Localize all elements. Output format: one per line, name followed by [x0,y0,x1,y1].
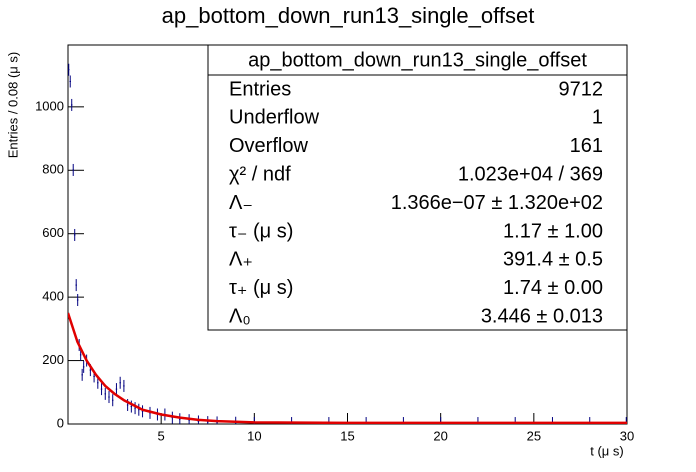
data-point [111,394,114,407]
stats-box [207,44,628,331]
x-axis-label: t (μ s) [590,443,623,458]
stats-label: χ² / ndf [229,163,291,185]
stats-label: Λ₋ [229,192,253,214]
data-point [179,413,181,424]
x-tick-label: 10 [247,428,261,443]
y-tick-label: 1000 [35,98,64,113]
y-axis-label: Entries / 0.08 (μ s) [5,52,20,158]
y-tick-label: 200 [42,352,64,367]
stats-label: Entries [229,78,291,100]
data-point [197,415,200,424]
chart-title: ap_bottom_down_run13_single_offset [162,3,535,28]
stats-value: 1.74 ± 0.00 [503,277,603,299]
stats-value: 391.4 ± 0.5 [503,249,603,271]
data-point [100,383,103,396]
fit-line [68,312,627,424]
y-tick-label: 400 [42,289,64,304]
data-point [115,383,118,396]
data-point [68,63,70,76]
data-point [130,400,133,413]
x-tick-label: 30 [620,428,634,443]
stats-value: 9712 [559,78,604,100]
y-tick-label: 600 [42,225,64,240]
stats-value: 1.17 ± 1.00 [503,220,603,242]
data-point [75,279,77,292]
data-point [141,405,144,418]
data-point [207,416,209,424]
stats-label: τ₊ (μ s) [229,277,293,299]
x-tick-label: 15 [340,428,354,443]
data-point [216,416,218,424]
y-tick-label: 0 [57,415,64,430]
data-point [188,414,190,424]
data-point [108,391,110,404]
stats-value: 1.023e+04 / 369 [458,163,603,185]
data-point [81,368,83,381]
data-point [138,403,140,416]
stats-label: Underflow [229,107,320,129]
data-point [104,387,107,400]
stats-value: 161 [570,135,603,157]
data-point [119,376,121,389]
data-point [70,98,73,111]
stats-label: τ₋ (μ s) [229,220,293,242]
data-point [134,402,136,415]
data-point [76,293,79,306]
x-tick-label: 25 [527,428,541,443]
stats-value: 3.446 ± 0.013 [481,305,603,327]
data-point [72,163,74,176]
data-point [69,75,71,88]
stats-value: 1.366e−07 ± 1.320e+02 [391,192,603,214]
stats-title: ap_bottom_down_run13_single_offset [248,49,587,71]
stats-label: Overflow [229,135,308,157]
stats-label: Λ₀ [229,305,251,327]
data-point [82,360,85,373]
y-tick-label: 800 [42,162,64,177]
x-tick-label: 5 [158,428,165,443]
data-point [73,228,76,241]
data-point [123,379,125,392]
stats-label: Λ₊ [229,249,253,271]
stats-value: 1 [592,107,603,129]
x-tick-label: 20 [433,428,447,443]
